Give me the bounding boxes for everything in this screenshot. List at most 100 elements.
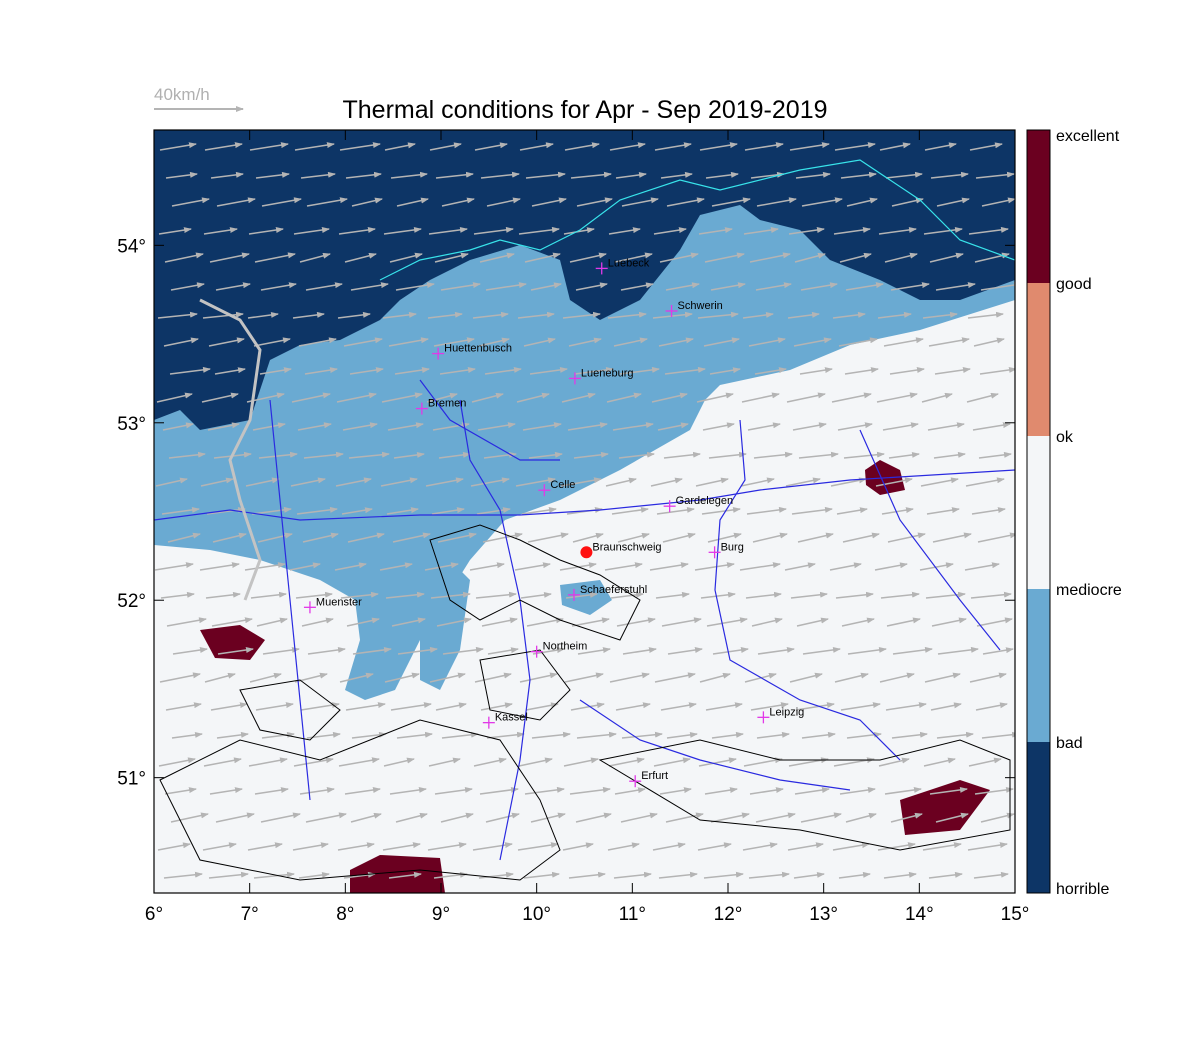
wind-arrow xyxy=(171,731,203,739)
city-label: Schwerin xyxy=(678,300,723,312)
wind-arrow xyxy=(343,337,383,347)
wind-arrow xyxy=(878,226,917,235)
lon-tick-label: 14° xyxy=(905,904,934,925)
wind-arrow xyxy=(259,367,292,375)
region-mediocre-harz xyxy=(560,580,612,615)
wind-arrow xyxy=(530,812,566,823)
wind-arrow xyxy=(204,672,236,683)
wind-arrow xyxy=(262,646,300,655)
wind-arrow xyxy=(244,562,286,571)
colorbar-label-excellent: excellent xyxy=(1056,128,1120,145)
wind-arrow xyxy=(935,282,976,291)
city-label: Erfurt xyxy=(641,770,668,782)
colorbar-mediocre xyxy=(1027,589,1050,742)
wind-arrow xyxy=(831,392,872,403)
lat-tick-label: 52° xyxy=(117,591,146,612)
wind-arrow xyxy=(845,812,877,823)
wind-arrow xyxy=(846,197,878,207)
wind-arrow xyxy=(964,562,1000,571)
wind-arrow xyxy=(612,422,654,431)
wind-arrow xyxy=(620,812,658,823)
wind-arrow xyxy=(576,197,613,207)
wind-arrow xyxy=(166,617,207,627)
wind-arrow xyxy=(294,142,335,151)
wind-arrow xyxy=(969,142,1003,151)
wind-arrow xyxy=(924,142,957,151)
wind-arrow xyxy=(973,871,1009,879)
wind-arrow xyxy=(388,871,422,879)
wind-arrow xyxy=(162,422,194,431)
wind-arrow xyxy=(967,311,1004,319)
wind-arrow xyxy=(703,871,744,879)
wind-vectors xyxy=(154,142,1015,879)
wind-arrow xyxy=(351,197,383,207)
wind-arrow xyxy=(473,226,514,235)
wind-arrow xyxy=(469,562,505,571)
wind-arrow xyxy=(705,702,743,711)
wind-arrow xyxy=(656,506,695,515)
wind-arrow xyxy=(295,591,333,599)
wind-arrow xyxy=(785,477,821,487)
wind-arrow xyxy=(480,702,513,711)
wind-arrow xyxy=(431,507,465,515)
city-label: Braunschweig xyxy=(592,541,661,553)
wind-arrow xyxy=(395,812,428,823)
wind-arrow xyxy=(385,591,425,599)
wind-arrow xyxy=(430,591,471,599)
wind-arrow xyxy=(341,507,373,515)
wind-arrow xyxy=(485,282,527,291)
wind-arrow xyxy=(710,282,746,291)
wind-arrow xyxy=(531,731,571,739)
wind-arrow xyxy=(570,702,605,711)
wind-arrow xyxy=(980,812,1015,823)
wind-arrow xyxy=(977,532,1015,543)
wind-arrow xyxy=(756,197,797,207)
wind-arrow xyxy=(168,451,206,459)
wind-arrow xyxy=(477,422,516,431)
wind-arrow xyxy=(476,507,511,515)
wind-arrow xyxy=(344,252,377,263)
wind-arrow xyxy=(979,366,1015,375)
city-label: Kassel xyxy=(495,712,528,724)
wind-arrow xyxy=(342,422,378,431)
wind-arrow xyxy=(254,252,296,263)
wind-arrow xyxy=(340,591,379,599)
wind-arrow xyxy=(881,507,914,515)
wind-arrow xyxy=(338,757,380,767)
wind-arrow xyxy=(305,282,343,291)
wind-arrow xyxy=(474,672,512,683)
wind-arrow xyxy=(438,451,471,459)
wind-arrow xyxy=(795,702,835,711)
colorbar-frame xyxy=(1026,129,1051,894)
wind-arrow xyxy=(976,617,1013,627)
wind-arrow xyxy=(836,507,868,515)
wind-arrow xyxy=(569,252,607,263)
wind-arrow xyxy=(387,422,424,431)
region-excellent-south xyxy=(350,855,445,893)
wind-arrow xyxy=(393,451,425,459)
wind-arrow xyxy=(704,252,745,263)
wind-arrow xyxy=(337,311,371,319)
wind-arrow xyxy=(345,171,382,179)
wind-arrow xyxy=(843,451,885,459)
wind-arrow xyxy=(698,227,733,235)
wind-arrow xyxy=(885,171,923,179)
wind-arrow xyxy=(427,842,467,851)
wind-arrow xyxy=(926,507,960,515)
wind-arrow xyxy=(621,731,663,739)
wind-arrow xyxy=(607,842,640,851)
wind-arrow xyxy=(528,451,563,459)
wind-arrow xyxy=(439,367,476,375)
wind-arrow xyxy=(346,617,380,627)
wind-arrow xyxy=(159,142,197,151)
wind-arrow xyxy=(661,617,702,627)
wind-reference-label: 40km/h xyxy=(154,85,210,104)
wind-arrow xyxy=(740,477,775,487)
wind-arrow xyxy=(701,506,741,515)
longitude-axis: 6° 7° 8° 9° 10° 11° 12° 13° 14° 15° xyxy=(145,130,1029,925)
wind-arrow xyxy=(568,337,602,347)
wind-arrow xyxy=(829,562,862,571)
wind-arrow xyxy=(475,591,517,599)
wind-arrow xyxy=(665,282,700,291)
wind-arrow xyxy=(757,646,795,655)
